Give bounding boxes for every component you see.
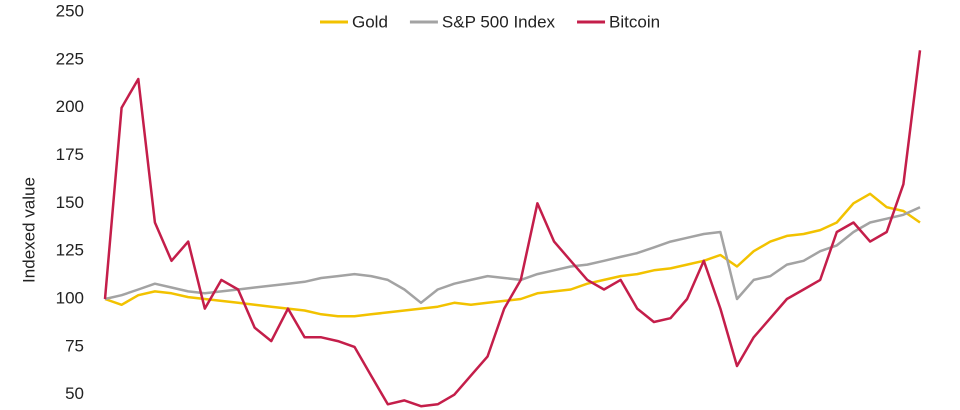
legend-label: Bitcoin [609, 12, 660, 31]
y-tick-label: 125 [56, 241, 84, 260]
y-tick-label: 200 [56, 97, 84, 116]
legend-label: Gold [352, 12, 388, 31]
series-line [104, 192, 921, 318]
y-axis-label: Indexed value [19, 177, 38, 283]
y-tick-label: 250 [56, 1, 84, 20]
y-tick-label: 225 [56, 49, 84, 68]
legend-label: S&P 500 Index [442, 12, 556, 31]
y-tick-label: 100 [56, 289, 84, 308]
series-line [103, 50, 922, 408]
y-tick-label: 150 [56, 193, 84, 212]
y-tick-label: 50 [65, 384, 84, 403]
y-tick-label: 175 [56, 145, 84, 164]
y-tick-label: 75 [65, 336, 84, 355]
series-line [104, 206, 921, 305]
